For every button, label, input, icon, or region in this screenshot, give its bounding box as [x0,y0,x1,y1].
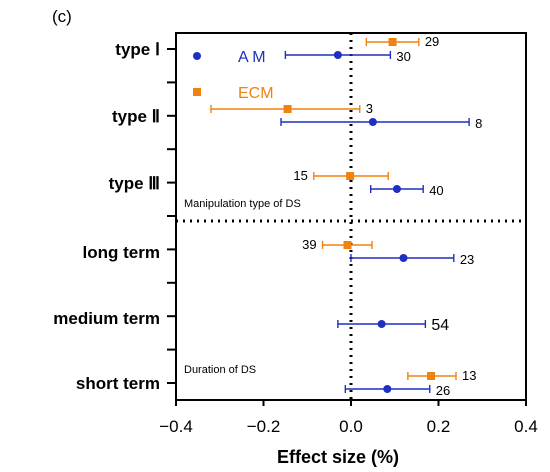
category-label: type Ⅱ [112,107,160,126]
category-label: long term [83,243,160,262]
ecm-point-group: 39 [302,237,373,252]
x-tick-label: −0.4 [159,417,193,436]
category-label: short term [76,374,160,393]
am-marker [399,254,408,262]
legend-label: ECM [238,85,274,102]
x-axis-title: Effect size (%) [277,447,399,467]
x-tick-label: 0.0 [339,417,363,436]
ecm-marker [427,372,436,380]
legend-am-marker [193,52,201,60]
am-marker [333,51,342,59]
section-label-duration: Duration of DS [184,364,256,376]
am-point-group: 23 [350,252,474,267]
category-label: type Ⅲ [109,174,160,193]
am-point-group: 30 [284,49,411,64]
sample-size-label: 3 [366,101,373,116]
legend-label: A M [238,49,266,66]
category-label: type Ⅰ [115,40,160,59]
ecm-marker [343,241,352,249]
data-marks: 30 8 40 23 54 26 29 3 15 39 13 [210,34,482,398]
ecm-point-group: 29 [365,34,439,49]
sample-size-label: 8 [475,116,482,131]
am-point-group: 8 [280,116,482,131]
am-marker [383,385,392,393]
sample-size-label: 29 [425,34,439,49]
am-marker [377,320,386,328]
sample-size-label: 54 [431,317,449,334]
y-axis-ticks [167,48,176,384]
ecm-marker [346,172,355,180]
sample-size-label: 13 [462,368,476,383]
category-label: medium term [53,309,160,328]
am-marker [368,118,377,126]
ecm-point-group: 3 [210,101,373,116]
x-tick-label: −0.2 [247,417,281,436]
category-labels: type Ⅰ type Ⅱ type Ⅲ long term medium term sh… [53,40,160,393]
ecm-marker [283,105,292,113]
x-tick-label: 0.4 [514,417,538,436]
section-label-manipulation: Manipulation type of DS [184,198,301,210]
am-point-group: 40 [369,183,444,198]
am-marker [392,185,401,193]
ecm-point-group: 13 [407,368,476,383]
sample-size-label: 39 [302,237,316,252]
sample-size-label: 40 [429,183,443,198]
am-point-group: 54 [337,317,449,334]
panel-label: (c) [52,7,72,26]
sample-size-label: 23 [460,252,474,267]
x-axis-ticks: −0.4 −0.2 0.0 0.2 0.4 [159,400,538,436]
sample-size-label: 15 [293,168,307,183]
am-point-group: 26 [344,383,450,398]
ecm-marker [388,38,397,46]
legend-ecm-marker [193,88,201,96]
x-tick-label: 0.2 [427,417,451,436]
ecm-point-group: 15 [293,168,389,183]
sample-size-label: 30 [396,49,410,64]
sample-size-label: 26 [436,383,450,398]
legend: A M ECM [193,49,274,102]
